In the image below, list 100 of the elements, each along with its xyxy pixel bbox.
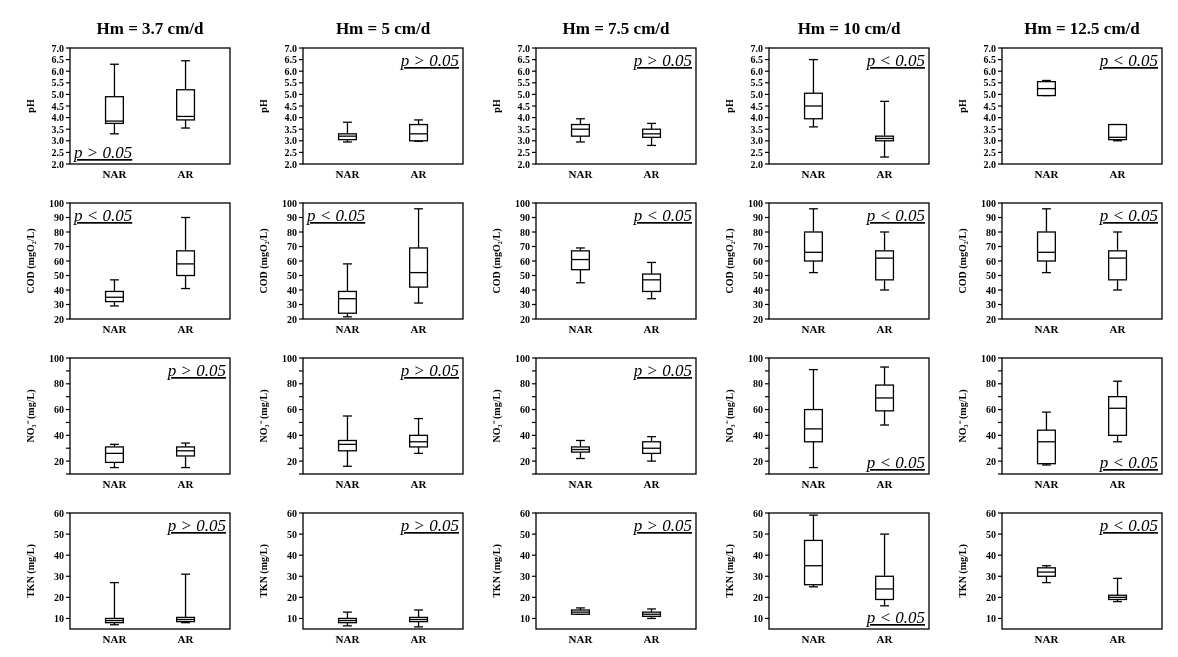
y-tick-label: 90 [753, 212, 763, 223]
x-tick-label: NAR [1034, 633, 1060, 645]
y-tick-label: 90 [54, 212, 64, 223]
y-tick-label: 30 [753, 299, 763, 310]
y-tick-label: 100 [515, 352, 530, 364]
annotation: p < 0.05 [865, 453, 925, 472]
y-tick-label: 60 [986, 507, 996, 519]
y-tick-label: 50 [753, 528, 763, 540]
y-tick-label: 60 [986, 255, 996, 267]
y-tick-label: 100 [748, 352, 763, 364]
y-tick-label: 40 [520, 284, 530, 296]
x-tick-label: AR [1109, 478, 1127, 490]
annotation: p < 0.05 [632, 206, 692, 225]
y-tick-label: 4.5 [750, 100, 763, 112]
y-tick-label: 100 [748, 197, 763, 209]
y-tick-label: 5.5 [284, 77, 297, 89]
x-tick-label: AR [643, 633, 661, 645]
y-axis-title: NO₃⁻ (mg/L) [25, 389, 37, 443]
y-axis-title: pH [258, 99, 269, 113]
y-tick-label: 4.5 [517, 100, 530, 112]
y-tick-label: 3.0 [750, 135, 763, 147]
y-tick-label: 6.5 [983, 54, 996, 66]
x-tick-label: AR [1109, 168, 1127, 180]
annotation: p > 0.05 [632, 361, 692, 380]
y-tick-label: 20 [753, 455, 763, 467]
annotation: p < 0.05 [865, 51, 925, 70]
y-tick-label: 4.0 [51, 112, 64, 124]
y-tick-label: 3.0 [51, 135, 64, 147]
y-tick-label: 6.0 [51, 65, 64, 77]
y-axis-title: TKN (mg/L) [258, 544, 270, 598]
x-tick-label: AR [876, 478, 894, 490]
y-tick-label: 6.5 [750, 54, 763, 66]
y-tick-label: 20 [520, 313, 530, 325]
y-tick-label: 50 [54, 528, 64, 540]
y-tick-label: 30 [287, 570, 297, 582]
x-tick-label: NAR [568, 633, 594, 645]
y-tick-label: 2.0 [51, 158, 64, 170]
y-axis-title: pH [25, 99, 36, 113]
y-tick-label: 50 [986, 270, 996, 281]
y-tick-label: 60 [54, 507, 64, 519]
y-tick-label: 30 [753, 570, 763, 582]
annotation: p > 0.05 [399, 516, 459, 535]
y-tick-label: 4.0 [284, 112, 297, 124]
y-tick-label: 20 [986, 591, 996, 603]
y-tick-label: 40 [753, 429, 763, 441]
x-tick-label: NAR [102, 323, 128, 335]
y-tick-label: 20 [753, 591, 763, 603]
y-tick-label: 20 [287, 455, 297, 467]
x-tick-label: NAR [801, 633, 827, 645]
y-tick-label: 4.5 [284, 100, 297, 112]
x-tick-label: AR [410, 478, 428, 490]
y-tick-label: 50 [287, 270, 297, 281]
y-axis-title: NO₃⁻ (mg/L) [724, 389, 736, 443]
y-tick-label: 40 [753, 549, 763, 561]
chart-title: Hm = 12.5 cm/d [1024, 19, 1141, 38]
y-tick-label: 5.5 [51, 77, 64, 89]
y-tick-label: 3.5 [750, 123, 763, 135]
y-tick-label: 40 [520, 429, 530, 441]
x-tick-label: NAR [568, 168, 594, 180]
y-tick-label: 40 [986, 429, 996, 441]
y-tick-label: 70 [287, 241, 297, 252]
y-tick-label: 6.0 [750, 65, 763, 77]
y-axis-title: COD (mgO₂/L) [491, 228, 503, 294]
annotation: p < 0.05 [865, 206, 925, 225]
y-tick-label: 80 [520, 226, 530, 238]
y-tick-label: 10 [54, 612, 64, 624]
y-tick-label: 5.5 [983, 77, 996, 89]
y-tick-label: 30 [54, 570, 64, 582]
annotation: p < 0.05 [1098, 516, 1158, 535]
y-tick-label: 7.0 [983, 42, 996, 54]
x-tick-label: AR [643, 168, 661, 180]
y-tick-label: 30 [54, 299, 64, 310]
x-tick-label: NAR [1034, 168, 1060, 180]
y-axis-title: pH [491, 99, 502, 113]
y-tick-label: 6.5 [51, 54, 64, 66]
y-tick-label: 80 [986, 226, 996, 238]
chart-title: Hm = 7.5 cm/d [562, 19, 671, 38]
y-axis-title: TKN (mg/L) [957, 544, 969, 598]
y-tick-label: 3.5 [51, 123, 64, 135]
y-tick-label: 20 [287, 591, 297, 603]
y-tick-label: 2.0 [983, 158, 996, 170]
y-tick-label: 5.0 [51, 88, 64, 100]
y-tick-label: 10 [753, 612, 763, 624]
y-axis-title: NO₃⁻ (mg/L) [957, 389, 969, 443]
y-tick-label: 4.0 [983, 112, 996, 124]
x-tick-label: NAR [568, 478, 594, 490]
y-tick-label: 20 [520, 591, 530, 603]
annotation: p > 0.05 [166, 516, 226, 535]
x-tick-label: NAR [102, 168, 128, 180]
y-tick-label: 20 [753, 313, 763, 325]
y-tick-label: 3.0 [284, 135, 297, 147]
y-tick-label: 5.5 [750, 77, 763, 89]
y-axis-title: pH [724, 99, 735, 113]
x-tick-label: AR [876, 168, 894, 180]
y-tick-label: 3.5 [517, 123, 530, 135]
x-tick-label: AR [177, 323, 195, 335]
y-tick-label: 2.0 [750, 158, 763, 170]
annotation: p > 0.05 [166, 361, 226, 380]
x-tick-label: NAR [801, 478, 827, 490]
y-tick-label: 4.0 [517, 112, 530, 124]
